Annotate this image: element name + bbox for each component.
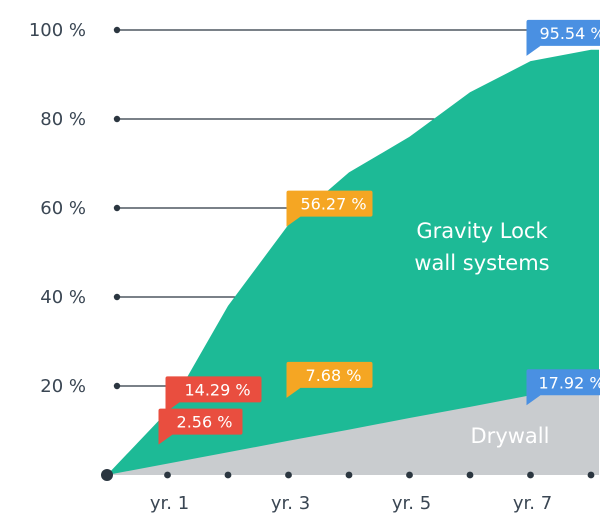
y-tick-label: 100 % [29, 20, 86, 41]
grid-dot-20 [113, 382, 121, 390]
x-tick-label: yr. 7 [513, 493, 552, 514]
x-axis-dot [406, 471, 413, 479]
x-tick-label: yr. 5 [392, 493, 431, 514]
area-labels: Gravity Lock wall systems Drywall [414, 219, 549, 448]
callout-text: 7.68 % [306, 366, 362, 385]
x-axis: yr. 1 yr. 3 yr. 5 yr. 7 [101, 469, 595, 514]
x-axis-dot [466, 471, 474, 479]
callout-tail [286, 381, 301, 398]
series-area-gravity-lock [107, 49, 599, 476]
y-tick-label: 20 % [40, 376, 86, 397]
grid-dot-100 [113, 26, 121, 34]
callout-text: 14.29 % [184, 380, 250, 399]
callout-box [526, 369, 600, 396]
x-axis-dot [224, 471, 232, 479]
y-tick-label: 40 % [40, 287, 86, 308]
chart-areas [107, 49, 599, 476]
callout-box [165, 376, 262, 403]
y-tick-label: 60 % [40, 198, 86, 219]
callout-text: 95.54 % [539, 24, 600, 43]
series-area-drywall [107, 384, 599, 475]
grid-dot-40 [113, 293, 121, 301]
y-tick-label: 80 % [40, 109, 86, 130]
callout-4: 7.68 % [286, 361, 373, 398]
callout-box [526, 19, 600, 46]
callout-tail [526, 39, 541, 56]
grid-dot-80 [113, 115, 121, 123]
callout-box [158, 408, 243, 435]
grid-dot-60 [113, 204, 121, 212]
x-axis-dot [527, 471, 534, 479]
callout-text: 17.92 % [538, 373, 600, 392]
area-label-gravity-lock: Gravity Lock wall systems [414, 219, 549, 275]
x-axis-origin-dot [101, 469, 113, 481]
x-axis-dot [345, 471, 353, 479]
callout-tail [158, 428, 173, 445]
callout-text: 2.56 % [177, 413, 233, 432]
callout-box [286, 361, 373, 388]
callout-5: 95.54 % [526, 19, 600, 56]
x-axis-dot [587, 471, 595, 479]
x-tick-label: yr. 3 [271, 493, 310, 514]
x-axis-dot [285, 471, 292, 479]
area-label-line: Gravity Lock [416, 219, 548, 243]
callout-6: 17.92 % [526, 369, 600, 406]
callout-2: 2.56 % [158, 408, 243, 445]
callout-3: 56.27 % [286, 190, 373, 227]
callout-1: 14.29 % [165, 376, 262, 413]
callout-tail [526, 389, 541, 406]
callout-tail [165, 396, 180, 413]
area-label-line: wall systems [414, 251, 549, 275]
area-label-drywall: Drywall [471, 424, 550, 448]
callout-text: 56.27 % [300, 195, 366, 214]
callout-box [286, 190, 373, 217]
callout-tail [286, 210, 301, 227]
callouts: 14.29 % 2.56 % 56.27 % 7.68 % 95.54 % 17.92 % [158, 19, 600, 445]
y-axis-labels: 20 % 40 % 60 % 80 % 100 % [29, 20, 86, 397]
x-tick-label: yr. 1 [150, 493, 189, 514]
x-axis-dot [164, 471, 171, 479]
